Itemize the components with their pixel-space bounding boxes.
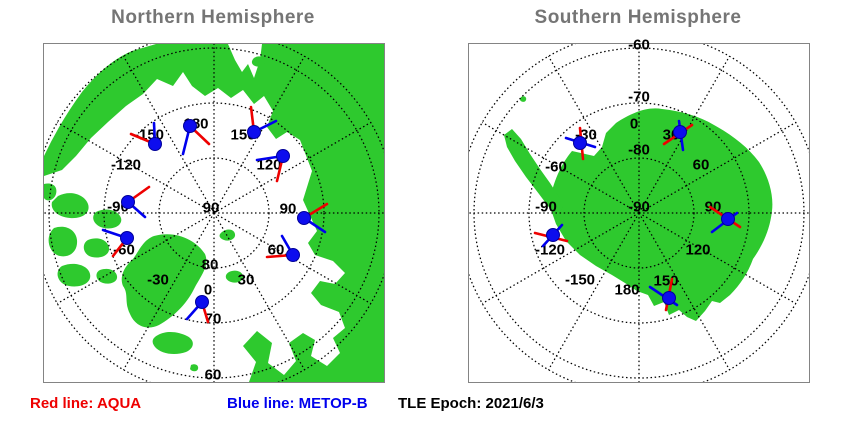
land-polygon — [44, 183, 57, 201]
longitude-label: -30 — [147, 272, 169, 289]
meridian-line — [638, 212, 731, 371]
meridian-line — [547, 212, 640, 371]
satellite-marker — [564, 126, 597, 161]
land-polygon — [225, 270, 244, 283]
latitude-label: -60 — [628, 37, 650, 54]
latitude-ring — [583, 157, 695, 269]
longitude-label: -150 — [565, 272, 595, 289]
satellite-position-dot — [183, 119, 197, 133]
satellite-position-dot — [297, 211, 311, 225]
land-polygon — [520, 96, 527, 102]
satellite-position-dot — [721, 212, 735, 226]
land-mass — [44, 44, 384, 382]
satellite-marker — [181, 119, 211, 156]
satellite-marker — [121, 185, 151, 219]
satellite-marker — [255, 149, 290, 183]
latitude-ring — [158, 157, 270, 269]
latitude-ring — [103, 102, 325, 324]
meridian-line — [56, 121, 215, 214]
satellite-position-dot — [247, 125, 261, 139]
satellite-marker — [708, 205, 742, 234]
longitude-label: 60 — [268, 242, 285, 259]
meridian-line — [122, 212, 215, 371]
land-polygon — [504, 129, 563, 216]
land-polygon — [48, 226, 78, 257]
satellite-marker — [662, 119, 694, 152]
latitude-label: -70 — [628, 89, 650, 106]
legend-metopb-label: Blue line: METOP-B — [227, 395, 368, 412]
satellite-marker — [648, 277, 679, 312]
land-polygon — [44, 44, 384, 382]
satellite-position-dot — [276, 149, 290, 163]
satellite-position-dot — [662, 291, 676, 305]
longitude-label: 60 — [693, 157, 710, 174]
longitude-label: -120 — [535, 242, 565, 259]
land-polygon — [57, 263, 91, 287]
latitude-label: -80 — [628, 142, 650, 159]
meridian-line — [481, 212, 640, 305]
longitude-label: 120 — [685, 242, 710, 259]
satellite-position-dot — [121, 195, 135, 209]
southern-hemisphere-map: -60-70-80-900306090120150180-150-120-90-… — [468, 37, 810, 383]
latitude-label: 60 — [205, 367, 222, 384]
land-mass — [504, 96, 773, 321]
satellite-marker — [533, 223, 569, 248]
longitude-label: -60 — [545, 159, 567, 176]
satellite-marker — [265, 234, 300, 262]
land-polygon — [83, 238, 110, 258]
latitude-ring — [528, 102, 750, 324]
satellite-position-dot — [546, 228, 560, 242]
longitude-label: -120 — [111, 157, 141, 174]
meridian-line — [56, 212, 215, 305]
legend-aqua-label: Red line: AQUA — [30, 395, 142, 412]
tle-epoch-label: TLE Epoch: 2021/6/3 — [398, 395, 544, 412]
satellite-marker — [297, 202, 329, 234]
land-polygon — [121, 234, 207, 328]
satellite-position-dot — [195, 295, 209, 309]
meridian-line — [638, 121, 797, 214]
land-polygon — [251, 56, 266, 67]
satellite-marker — [247, 105, 278, 139]
latitude-label: 90 — [203, 200, 220, 217]
longitude-label: 0 — [204, 282, 212, 299]
longitude-label: -60 — [113, 242, 135, 259]
land-polygon — [51, 193, 89, 219]
longitude-label: -90 — [535, 199, 557, 216]
satellite-position-dot — [148, 137, 162, 151]
land-polygon — [96, 268, 118, 284]
land-polygon — [93, 209, 122, 229]
longitude-label: 120 — [256, 157, 281, 174]
north-map-title: Northern Hemisphere — [111, 7, 315, 28]
meridian-line — [481, 121, 640, 214]
satellite-position-dot — [673, 125, 687, 139]
satellite-marker — [129, 121, 162, 151]
longitude-label: 30 — [238, 272, 255, 289]
meridian-line — [213, 212, 306, 371]
land-polygon — [190, 364, 199, 372]
satellite-marker — [185, 295, 210, 324]
south-map-title: Southern Hemisphere — [534, 7, 742, 28]
longitude-label: 0 — [630, 116, 638, 133]
land-polygon — [549, 108, 773, 321]
satellite-position-dot — [286, 248, 300, 262]
land-polygon — [152, 332, 193, 355]
meridian-line — [122, 55, 215, 214]
meridian-line — [638, 212, 797, 305]
satellite-position-dot — [120, 231, 134, 245]
latitude-label: -90 — [628, 199, 650, 216]
longitude-label: 180 — [614, 282, 639, 299]
longitude-label: 150 — [653, 273, 678, 290]
meridian-line — [547, 55, 640, 214]
northern-hemisphere-map: 908070600306090120150180-150-120-90-60-3… — [43, 43, 385, 384]
longitude-label: 90 — [280, 201, 297, 218]
graticule-labels: -60-70-80-900306090120150180-150-120-90-… — [535, 37, 721, 299]
latitude-label: 80 — [202, 257, 219, 274]
meridian-line — [213, 121, 372, 214]
satellite-position-dot — [573, 136, 587, 150]
satellite-marker — [101, 228, 134, 258]
latitude-label: 70 — [205, 311, 222, 328]
